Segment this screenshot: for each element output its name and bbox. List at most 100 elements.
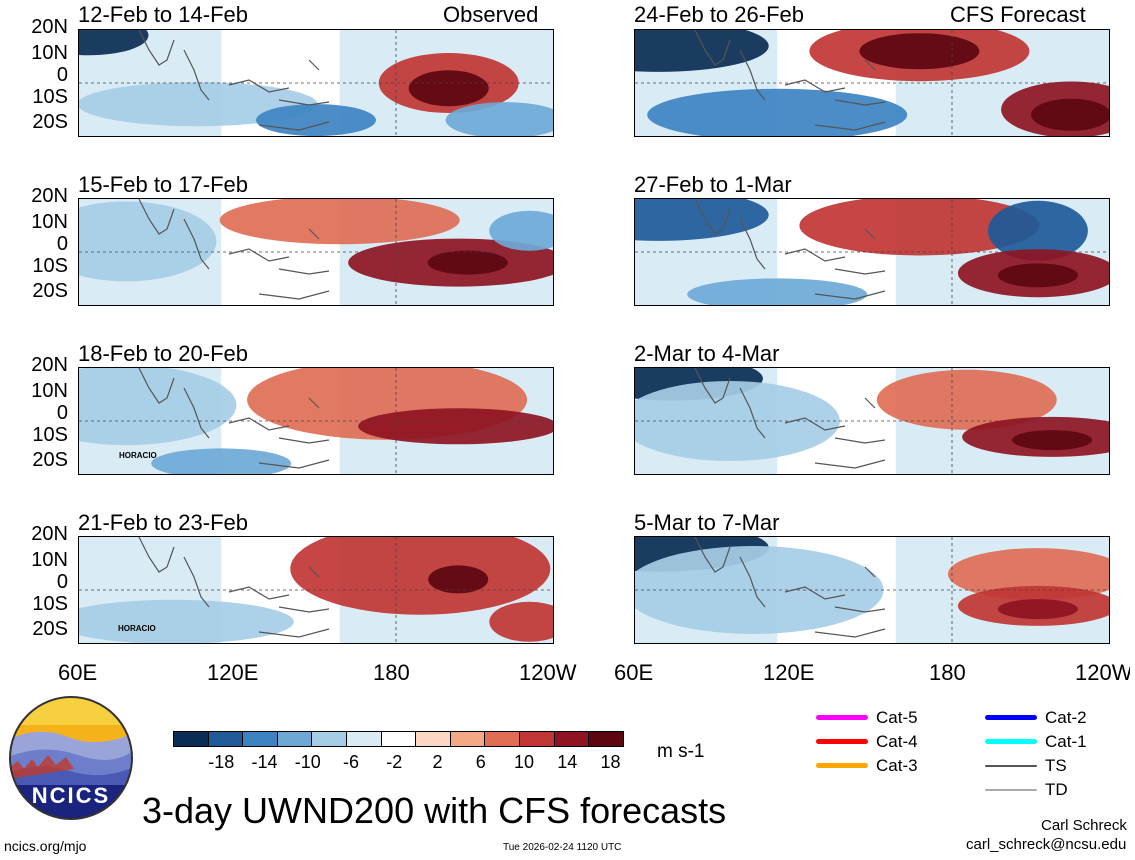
coastline	[694, 30, 886, 131]
colorbar-swatch	[449, 731, 486, 747]
colorbar-tick-label: 6	[475, 752, 486, 772]
anomaly-contour	[79, 201, 217, 282]
y-tick-label: 0	[56, 233, 68, 255]
anomaly-contour	[427, 250, 508, 275]
colorbar-tick-label: -10	[294, 752, 321, 772]
colorbar-swatch	[415, 731, 451, 747]
panel-title-1: 12-Feb to 14-Feb	[78, 2, 248, 27]
y-tick-label: 20S	[32, 449, 68, 471]
x-tick-120e-left: 120E	[207, 660, 259, 685]
author-name: Carl Schreck	[1041, 817, 1127, 834]
y-tick-label: 0	[56, 571, 68, 593]
anomaly-contour	[859, 33, 980, 70]
anomaly-contour	[876, 369, 1057, 430]
observed-label: Observed	[443, 2, 539, 27]
coastline	[138, 30, 330, 131]
anomaly-contour	[987, 200, 1088, 261]
colorbar-swatch	[311, 731, 347, 747]
map-panel-2	[78, 198, 554, 306]
map-panel-1	[78, 29, 554, 137]
anomaly-contour	[635, 199, 769, 241]
x-tick-120w-right: 120W	[1075, 662, 1130, 684]
anomaly-contour	[1012, 430, 1093, 451]
map-panel-8	[634, 536, 1110, 644]
legend-label-cat-3: Cat-3	[876, 756, 918, 775]
legend-label-cat-2: Cat-2	[1045, 708, 1087, 727]
legend-label-ts: TS	[1045, 756, 1067, 775]
map-panel-3	[78, 367, 554, 475]
y-tick-label: 10N	[31, 380, 68, 402]
anomaly-contour	[445, 102, 553, 136]
anomaly-contour	[799, 199, 1040, 256]
y-tick-label: 10N	[31, 211, 68, 233]
anomaly-contour	[947, 548, 1109, 601]
colorbar-swatch	[173, 731, 209, 747]
colorbar-swatch	[519, 731, 555, 747]
legend-swatch-cat-1	[985, 739, 1037, 744]
colorbar-tick-label: 14	[557, 752, 578, 772]
map-panel-6	[634, 198, 1110, 306]
y-tick-label: 10S	[32, 424, 68, 446]
legend-swatch-cat-5	[816, 715, 868, 720]
panel-title-8: 5-Mar to 7-Mar	[634, 510, 780, 535]
coastline	[138, 537, 330, 638]
colorbar-swatch	[276, 731, 313, 747]
panel-title-4: 21-Feb to 23-Feb	[78, 510, 248, 535]
colorbar-swatch	[346, 731, 382, 747]
anomaly-contour	[219, 199, 460, 245]
y-tick-label: 10N	[31, 42, 68, 64]
anomaly-contour	[1031, 98, 1109, 131]
anomaly-contour	[358, 408, 553, 445]
colorbar-swatch	[588, 731, 624, 747]
y-tick-label: 20N	[31, 523, 68, 545]
colorbar-tick-label: -14	[251, 752, 278, 772]
forecast-label: CFS Forecast	[950, 2, 1086, 27]
panel-title-3: 18-Feb to 20-Feb	[78, 341, 248, 366]
coastline	[694, 199, 886, 300]
y-tick-label: 20S	[32, 618, 68, 640]
anomaly-contour	[635, 546, 884, 634]
panel-title-2: 15-Feb to 17-Feb	[78, 172, 248, 197]
map-panel-5	[634, 29, 1110, 137]
storm-label-panel3: HORACIO	[119, 451, 157, 460]
ncics-logo: NCICS	[9, 696, 133, 820]
website-label[interactable]: ncics.org/mjo	[4, 838, 87, 854]
colorbar-swatch	[380, 731, 417, 747]
units-label: m s-1	[657, 741, 705, 762]
x-tick-180-left: 180	[373, 660, 410, 685]
panel-title-6: 27-Feb to 1-Mar	[634, 172, 792, 197]
storm-label-panel4: HORACIO	[118, 624, 156, 633]
y-tick-label: 10N	[31, 549, 68, 571]
anomaly-contour	[428, 565, 489, 594]
x-tick-120w-left: 120W	[519, 660, 577, 685]
author-email[interactable]: carl_schreck@ncsu.edu	[966, 836, 1127, 853]
legend-label-td: TD	[1045, 780, 1068, 799]
x-tick-60e-left: 60E	[58, 660, 98, 685]
panel-title-7: 2-Mar to 4-Mar	[634, 341, 780, 366]
y-tick-label: 10S	[32, 255, 68, 277]
x-tick-60e-right: 60E	[614, 660, 654, 685]
colorbar-tick-label: -6	[342, 752, 359, 772]
anomaly-contour	[997, 599, 1078, 620]
anomaly-contour	[408, 70, 489, 107]
anomaly-contour	[256, 104, 376, 136]
legend-label-cat-1: Cat-1	[1045, 732, 1087, 751]
colorbar-tick-label: 2	[432, 752, 443, 772]
timestamp: Tue 2026-02-24 1120 UTC	[503, 842, 622, 853]
legend-swatch-td	[985, 789, 1037, 791]
y-tick-label: 0	[56, 402, 68, 424]
colorbar-tick-label: -18	[208, 752, 235, 772]
coastline	[138, 368, 330, 469]
anomaly-contour	[79, 82, 318, 127]
legend-label-cat-5: Cat-5	[876, 708, 918, 727]
legend-swatch-cat-2	[985, 715, 1037, 720]
x-tick-120e-right: 120E	[763, 660, 815, 685]
y-tick-label: 20N	[31, 16, 68, 38]
map-panel-4	[78, 536, 554, 644]
anomaly-contour	[489, 601, 553, 642]
anomaly-contour	[489, 210, 553, 251]
colorbar-swatch	[484, 731, 520, 747]
logo-text: NCICS	[32, 783, 110, 808]
legend-label-cat-4: Cat-4	[876, 732, 918, 751]
colorbar-swatch	[242, 731, 278, 747]
